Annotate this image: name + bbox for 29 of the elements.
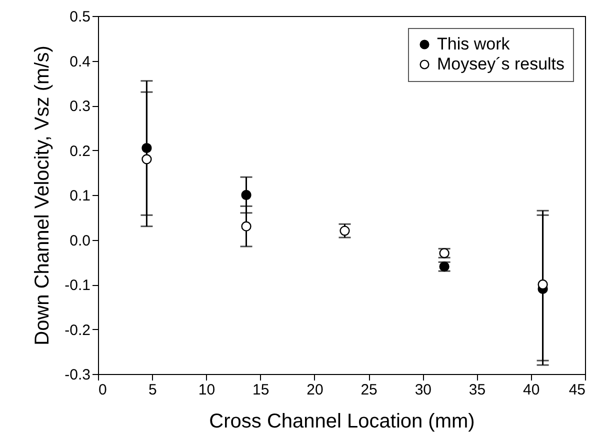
x-tick-label: 40 [523, 382, 540, 398]
x-tick-label: 5 [148, 382, 157, 398]
y-tick-label: -0.1 [64, 277, 90, 294]
y-tick-label: 0.4 [70, 53, 90, 70]
point [142, 154, 152, 164]
legend-label: This work [437, 34, 510, 54]
y-tick-label: 0.3 [70, 98, 90, 115]
point [538, 279, 548, 290]
legend-label: Moysey´s results [437, 54, 565, 74]
x-tick-label: 20 [306, 382, 324, 398]
x-tick-label: 25 [360, 382, 378, 398]
point [241, 190, 252, 200]
y-axis-title: Down Channel Velocity, Vsz (m/s) [32, 46, 54, 346]
x-tick-label: 10 [198, 382, 216, 398]
y-tick-label: 0.1 [70, 188, 90, 204]
x-tick-label: 35 [468, 382, 486, 398]
x-axis-title: Cross Channel Location (mm) [209, 410, 475, 432]
y-tick-label: -0.3 [64, 366, 90, 384]
y-tick-label: -0.2 [64, 322, 90, 339]
y-tick-label: 0.2 [70, 142, 90, 160]
x-tick-label: 30 [414, 382, 432, 398]
x-tick-label: 45 [568, 382, 586, 398]
point [241, 221, 252, 232]
x-tick-label: 0 [98, 382, 107, 398]
y-tick-label: 0.0 [70, 232, 90, 250]
y-tick-label: 0.5 [70, 8, 90, 26]
point [340, 226, 350, 236]
x-tick-label: 15 [252, 382, 270, 398]
point [142, 142, 152, 154]
